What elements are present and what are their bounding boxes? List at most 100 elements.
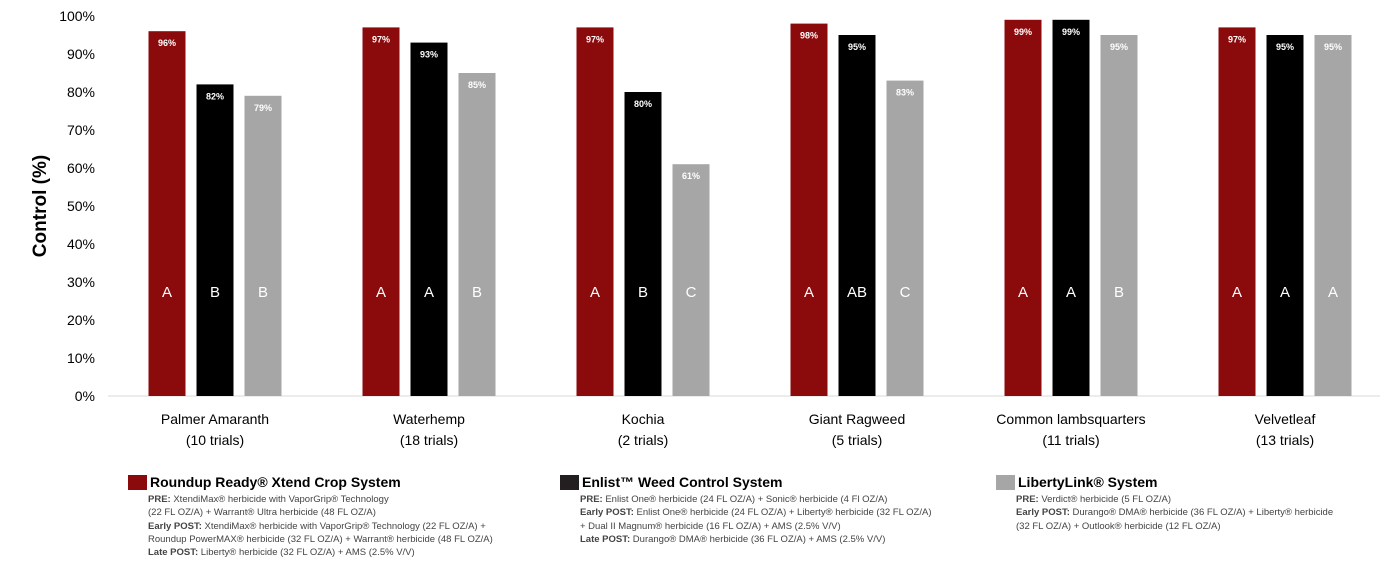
legend-line: Early POST: XtendiMax® herbicide with Va…	[148, 520, 493, 533]
bar-value-label: 95%	[1276, 42, 1294, 52]
bar-value-label: 97%	[372, 34, 390, 44]
legend-line-timing: PRE:	[1016, 494, 1039, 505]
legend-line-text: (32 FL OZ/A) + Outlook® herbicide (12 FL…	[1016, 520, 1221, 532]
significance-letter: A	[162, 284, 172, 301]
bar	[886, 80, 924, 396]
significance-letter: A	[424, 284, 434, 301]
y-axis-ticks: 0% 10% 20% 30% 40% 50% 60% 70% 80% 90% 100%	[59, 8, 95, 404]
significance-letter: A	[1066, 284, 1076, 301]
y-tick-label: 50%	[67, 198, 95, 214]
bar	[1004, 19, 1042, 397]
bar	[838, 35, 876, 396]
legend-entry: Roundup Ready® Xtend Crop System PRE: Xte…	[128, 474, 493, 559]
y-tick-label: 60%	[67, 160, 95, 176]
legend-line-text: Verdict® herbicide (5 FL OZ/A)	[1038, 494, 1172, 505]
legend-line: (32 FL OZ/A) + Outlook® herbicide (12 FL…	[1016, 520, 1333, 533]
bar	[790, 23, 828, 396]
bar	[1100, 35, 1138, 396]
legend-line-timing: Early POST:	[148, 520, 202, 532]
significance-letter: C	[686, 284, 697, 301]
bar	[362, 27, 400, 397]
significance-letter: B	[1114, 284, 1124, 301]
bar	[624, 92, 662, 396]
legend-line: Roundup PowerMAX® herbicide (32 FL OZ/A)…	[148, 533, 493, 546]
legend-line-text: (22 FL OZ/A) + Warrant® Ultra herbicide …	[148, 507, 376, 519]
significance-letter: A	[804, 284, 814, 301]
bar-value-label: 61%	[682, 171, 700, 181]
bar	[1266, 35, 1304, 396]
legend-title: LibertyLink® System	[1018, 474, 1158, 490]
significance-letter: A	[1232, 284, 1242, 301]
bar-value-label: 79%	[254, 103, 272, 113]
legend-line-text: XtendiMax® herbicide with VaporGrip® Tec…	[201, 520, 486, 532]
bar	[1314, 35, 1352, 396]
bar	[244, 95, 282, 397]
category-trials-label: (13 trials)	[1256, 432, 1314, 448]
significance-letter: A	[376, 284, 386, 301]
significance-letter: C	[900, 284, 911, 301]
bar-value-label: 99%	[1014, 27, 1032, 37]
legend-line-text: XtendiMax® herbicide with VaporGrip® Tec…	[170, 494, 389, 505]
y-tick-label: 30%	[67, 274, 95, 290]
bar	[410, 42, 448, 396]
category-trials-label: (10 trials)	[186, 432, 244, 448]
legend-description: PRE: Enlist One® herbicide (24 FL OZ/A) …	[580, 493, 931, 546]
bar-value-label: 97%	[586, 34, 604, 44]
category-trials-label: (5 trials)	[832, 432, 883, 448]
bar	[1218, 27, 1256, 397]
significance-letter: B	[258, 284, 268, 301]
legend-line: (22 FL OZ/A) + Warrant® Ultra herbicide …	[148, 506, 493, 519]
legend-line-timing: PRE:	[580, 494, 603, 505]
bar-value-label: 85%	[468, 80, 486, 90]
legend-line-text: Roundup PowerMAX® herbicide (32 FL OZ/A)…	[148, 533, 493, 545]
category-label: Waterhemp	[393, 411, 465, 427]
legend-line: Early POST: Enlist One® herbicide (24 FL…	[580, 506, 931, 519]
legend-swatch	[996, 475, 1015, 490]
significance-letter: B	[472, 284, 482, 301]
y-tick-label: 20%	[67, 312, 95, 328]
significance-letter: A	[1328, 284, 1338, 301]
category-label: Common lambsquarters	[996, 411, 1145, 427]
bar	[576, 27, 614, 397]
legend-description: PRE: Verdict® herbicide (5 FL OZ/A) Early…	[1016, 493, 1333, 533]
bar-value-label: 98%	[800, 31, 818, 41]
y-tick-label: 90%	[67, 46, 95, 62]
bar-chart: Control (%) 0% 10% 20% 30% 40% 50% 60% 70% 80% 90…	[30, 8, 1380, 448]
y-tick-label: 80%	[67, 84, 95, 100]
bar	[196, 84, 234, 397]
significance-letter: A	[590, 284, 600, 301]
legend-description: PRE: XtendiMax® herbicide with VaporGrip…	[148, 493, 493, 559]
legend-line: + Dual II Magnum® herbicide (16 FL OZ/A)…	[580, 520, 931, 533]
legend-line-text: Liberty® herbicide (32 FL OZ/A) + AMS (2…	[198, 547, 415, 559]
significance-letter: B	[638, 284, 648, 301]
bar-value-label: 95%	[1324, 42, 1342, 52]
bar-value-label: 96%	[158, 38, 176, 48]
legend-header: LibertyLink® System	[996, 474, 1333, 491]
legend-line-text: Enlist One® herbicide (24 FL OZ/A) + Son…	[602, 494, 888, 505]
legend-entry: LibertyLink® System PRE: Verdict® herbici…	[996, 474, 1333, 533]
legend-header: Enlist™ Weed Control System	[560, 474, 931, 491]
legend-line: Late POST: Liberty® herbicide (32 FL OZ/…	[148, 546, 493, 559]
y-tick-label: 40%	[67, 236, 95, 252]
bar-value-label: 83%	[896, 88, 914, 98]
legend-line: Early POST: Durango® DMA® herbicide (36 …	[1016, 506, 1333, 519]
legend-swatch	[560, 475, 579, 490]
legend-line-timing: PRE:	[148, 494, 171, 505]
bar-value-label: 82%	[206, 91, 224, 101]
category-trials-label: (18 trials)	[400, 432, 458, 448]
legend-title: Enlist™ Weed Control System	[582, 474, 783, 490]
bar-value-label: 97%	[1228, 34, 1246, 44]
bars: 96% A 82% B 79% B 97% A 93% A 85% B 97% A 80% B 61% C 98% A…	[148, 19, 1352, 397]
y-axis-label: Control (%)	[30, 155, 51, 257]
y-tick-label: 10%	[67, 350, 95, 366]
legend-line-text: Durango® DMA® herbicide (36 FL OZ/A) + L…	[1069, 507, 1334, 519]
category-label: Palmer Amaranth	[161, 411, 269, 427]
y-tick-label: 70%	[67, 122, 95, 138]
legend-line: Late POST: Durango® DMA® herbicide (36 F…	[580, 533, 931, 546]
bar-value-label: 93%	[420, 50, 438, 60]
legend-line-text: Durango® DMA® herbicide (36 FL OZ/A) + A…	[630, 533, 886, 545]
legend-line-text: + Dual II Magnum® herbicide (16 FL OZ/A)…	[580, 520, 841, 532]
legend-header: Roundup Ready® Xtend Crop System	[128, 474, 493, 491]
legend-line-timing: Early POST:	[1016, 507, 1070, 519]
legend-entry: Enlist™ Weed Control System PRE: Enlist O…	[560, 474, 931, 546]
